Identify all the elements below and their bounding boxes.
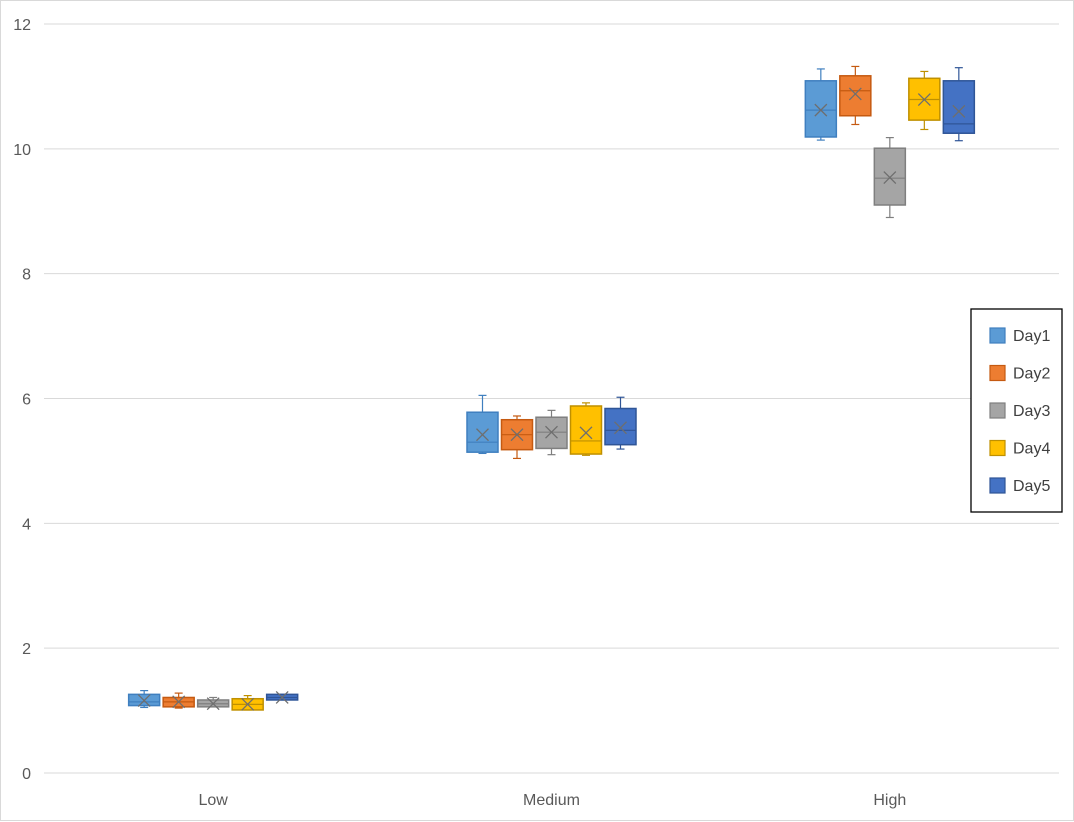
legend-item-day4: Day4 xyxy=(989,439,1050,458)
box-day5-high xyxy=(942,67,976,142)
legend-item-day3: Day3 xyxy=(989,402,1050,420)
mean-marker xyxy=(206,697,220,711)
legend-item-day2: Day2 xyxy=(989,364,1050,383)
mean-marker xyxy=(952,104,966,118)
box-iqr xyxy=(804,80,838,138)
legend-item-day1: Day1 xyxy=(989,327,1050,345)
mean-marker xyxy=(917,93,931,106)
x-axis: Low Medium High xyxy=(198,792,906,809)
legend: Day1 Day2 Day3 Day4 Day5 xyxy=(970,308,1063,513)
y-tick-label: 4 xyxy=(22,516,31,533)
box-iqr xyxy=(942,80,976,134)
box-iqr xyxy=(839,75,872,117)
legend-swatch xyxy=(989,439,1006,457)
y-axis: 0 2 4 6 8 10 12 xyxy=(13,17,31,783)
box-day4-low xyxy=(231,695,264,711)
box-day4-high xyxy=(908,70,941,131)
legend-swatch xyxy=(989,477,1006,494)
y-tick-label: 2 xyxy=(22,641,31,658)
mean-marker xyxy=(275,691,289,704)
box-series xyxy=(127,65,976,711)
x-tick-label: Medium xyxy=(523,792,580,809)
box-day2-low xyxy=(162,692,195,709)
box-iqr xyxy=(604,407,637,446)
box-day2-high xyxy=(839,65,872,126)
mean-marker xyxy=(545,425,558,439)
box-day2-medium xyxy=(500,415,534,460)
mean-marker xyxy=(476,428,489,442)
box-day1-low xyxy=(127,690,161,709)
box-day5-medium xyxy=(604,396,637,450)
legend-swatch xyxy=(989,364,1006,382)
legend-item-day5: Day5 xyxy=(989,477,1050,495)
mean-marker xyxy=(510,428,524,442)
legend-swatch xyxy=(989,402,1006,419)
box-iqr xyxy=(569,405,603,455)
x-tick-label: High xyxy=(873,792,906,809)
y-tick-label: 8 xyxy=(22,267,31,284)
y-tick-label: 0 xyxy=(22,766,31,783)
y-tick-label: 10 xyxy=(13,142,31,159)
box-day5-low xyxy=(265,691,299,704)
mean-marker xyxy=(614,421,627,435)
legend-swatch xyxy=(989,327,1006,344)
mean-marker xyxy=(137,694,151,708)
legend-label: Day1 xyxy=(1013,328,1050,345)
legend-label: Day4 xyxy=(1013,441,1050,458)
mean-marker xyxy=(814,103,828,117)
box-day3-high xyxy=(873,136,907,219)
legend-label: Day5 xyxy=(1013,478,1050,495)
box-day1-high xyxy=(804,68,838,141)
mean-marker xyxy=(848,87,862,101)
legend-label: Day3 xyxy=(1013,403,1050,420)
mean-marker xyxy=(241,697,255,711)
box-iqr xyxy=(466,411,499,453)
box-day4-medium xyxy=(569,402,603,456)
mean-marker xyxy=(883,171,897,185)
legend-label: Day2 xyxy=(1013,366,1050,383)
mean-marker xyxy=(579,426,593,440)
box-day3-low xyxy=(196,696,230,711)
box-day1-medium xyxy=(466,394,499,455)
y-tick-label: 12 xyxy=(13,17,31,34)
box-day3-medium xyxy=(535,409,568,456)
x-tick-label: Low xyxy=(198,792,228,809)
legend-box xyxy=(970,308,1063,513)
mean-marker xyxy=(172,695,186,709)
box-iqr xyxy=(873,147,907,206)
y-tick-label: 6 xyxy=(22,392,31,409)
gridlines xyxy=(44,23,1059,774)
